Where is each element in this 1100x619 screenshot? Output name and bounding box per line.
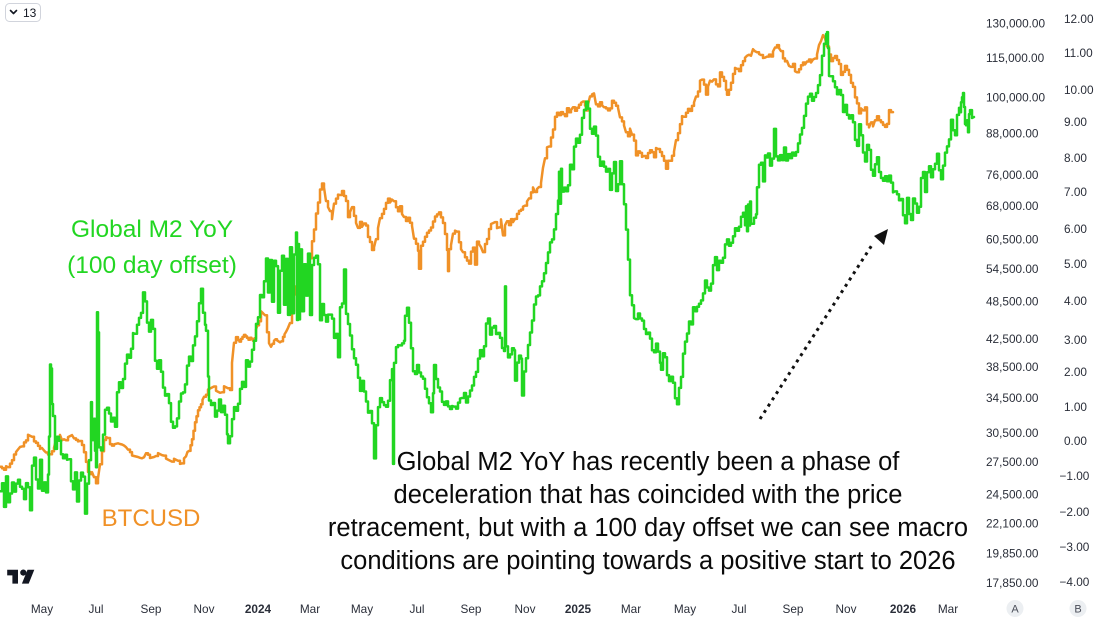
svg-text:Nov: Nov bbox=[194, 602, 215, 616]
svg-text:76,000.00: 76,000.00 bbox=[986, 168, 1039, 182]
svg-text:130,000.00: 130,000.00 bbox=[986, 17, 1045, 31]
svg-text:68,000.00: 68,000.00 bbox=[986, 199, 1039, 213]
svg-text:12.00: 12.00 bbox=[1064, 12, 1094, 26]
svg-text:30,500.00: 30,500.00 bbox=[986, 426, 1039, 440]
svg-text:BTCUSD: BTCUSD bbox=[102, 505, 201, 532]
svg-text:24,500.00: 24,500.00 bbox=[986, 488, 1039, 502]
svg-text:May: May bbox=[351, 602, 373, 616]
svg-text:Jul: Jul bbox=[409, 602, 424, 616]
svg-text:6.00: 6.00 bbox=[1064, 222, 1087, 236]
svg-text:2025: 2025 bbox=[565, 602, 592, 616]
svg-text:17,850.00: 17,850.00 bbox=[986, 576, 1039, 590]
svg-text:2024: 2024 bbox=[245, 602, 272, 616]
svg-text:60,500.00: 60,500.00 bbox=[986, 233, 1039, 247]
svg-text:Sep: Sep bbox=[783, 602, 804, 616]
svg-text:Global M2 YoY has recently bee: Global M2 YoY has recently been a phase … bbox=[397, 448, 901, 476]
svg-text:B: B bbox=[1074, 604, 1081, 616]
svg-text:11.00: 11.00 bbox=[1064, 46, 1093, 60]
svg-text:Mar: Mar bbox=[621, 602, 641, 616]
svg-text:Nov: Nov bbox=[836, 602, 857, 616]
svg-text:Nov: Nov bbox=[515, 602, 536, 616]
svg-text:−1.00: −1.00 bbox=[1060, 469, 1090, 483]
svg-text:9.00: 9.00 bbox=[1064, 115, 1087, 129]
svg-text:Sep: Sep bbox=[461, 602, 482, 616]
svg-text:38,500.00: 38,500.00 bbox=[986, 360, 1039, 374]
svg-text:7.00: 7.00 bbox=[1064, 185, 1087, 199]
svg-text:100,000.00: 100,000.00 bbox=[986, 91, 1045, 105]
svg-text:1.00: 1.00 bbox=[1064, 400, 1087, 414]
svg-text:A: A bbox=[1011, 604, 1019, 616]
svg-text:deceleration that has coincide: deceleration that has coincided with the… bbox=[394, 481, 903, 509]
svg-text:2.00: 2.00 bbox=[1064, 365, 1087, 379]
svg-text:conditions are pointing toward: conditions are pointing towards a positi… bbox=[340, 547, 955, 575]
svg-text:34,500.00: 34,500.00 bbox=[986, 391, 1039, 405]
svg-text:−2.00: −2.00 bbox=[1060, 505, 1090, 519]
svg-text:0.00: 0.00 bbox=[1064, 434, 1087, 448]
svg-text:−4.00: −4.00 bbox=[1060, 575, 1090, 589]
svg-text:Jul: Jul bbox=[731, 602, 746, 616]
svg-text:3.00: 3.00 bbox=[1064, 333, 1087, 347]
svg-text:88,000.00: 88,000.00 bbox=[986, 127, 1039, 141]
svg-text:Jul: Jul bbox=[88, 602, 103, 616]
svg-text:retracement, but with a 100 da: retracement, but with a 100 day offset w… bbox=[328, 514, 968, 542]
svg-text:Global M2 YoY: Global M2 YoY bbox=[71, 216, 233, 243]
svg-text:42,500.00: 42,500.00 bbox=[986, 332, 1039, 346]
svg-text:27,500.00: 27,500.00 bbox=[986, 455, 1039, 469]
svg-text:2026: 2026 bbox=[890, 602, 917, 616]
svg-text:May: May bbox=[31, 602, 53, 616]
svg-text:54,500.00: 54,500.00 bbox=[986, 262, 1039, 276]
svg-text:Sep: Sep bbox=[141, 602, 162, 616]
svg-text:May: May bbox=[674, 602, 696, 616]
svg-text:10.00: 10.00 bbox=[1064, 83, 1094, 97]
svg-text:19,850.00: 19,850.00 bbox=[986, 547, 1039, 561]
svg-text:−3.00: −3.00 bbox=[1060, 540, 1090, 554]
svg-text:115,000.00: 115,000.00 bbox=[986, 51, 1045, 65]
svg-text:48,500.00: 48,500.00 bbox=[986, 295, 1039, 309]
svg-text:Mar: Mar bbox=[300, 602, 320, 616]
svg-text:Mar: Mar bbox=[938, 602, 958, 616]
svg-text:22,100.00: 22,100.00 bbox=[986, 517, 1039, 531]
svg-text:5.00: 5.00 bbox=[1064, 257, 1087, 271]
svg-text:8.00: 8.00 bbox=[1064, 151, 1087, 165]
svg-text:(100 day offset): (100 day offset) bbox=[67, 252, 237, 279]
svg-text:13: 13 bbox=[23, 6, 37, 20]
svg-text:4.00: 4.00 bbox=[1064, 294, 1087, 308]
